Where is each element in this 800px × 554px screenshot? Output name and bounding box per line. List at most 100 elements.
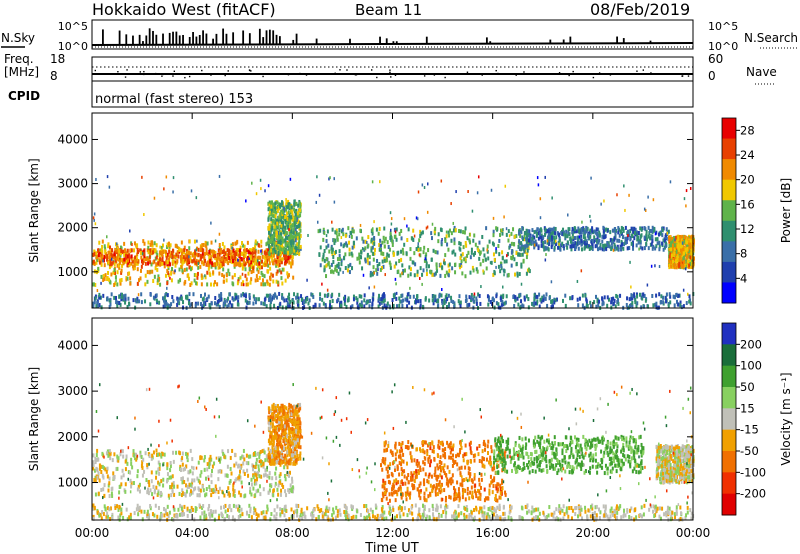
echo-cell	[293, 222, 296, 227]
echo-cell	[279, 301, 282, 306]
echo-cell	[213, 263, 216, 268]
echo-cell	[651, 293, 654, 298]
echo-cell	[213, 301, 216, 306]
echo-cell	[580, 242, 583, 247]
echo-cell	[256, 278, 259, 283]
echo-cell	[682, 264, 685, 269]
echo-cell	[124, 467, 127, 472]
echo-cell	[136, 487, 139, 492]
echo-cell	[588, 246, 591, 251]
echo-cell	[201, 243, 204, 248]
echo-cell	[610, 241, 613, 246]
echo-cell	[353, 244, 356, 249]
echo-cell	[240, 282, 243, 287]
echo-cell	[641, 246, 644, 251]
echo-cell	[109, 300, 112, 305]
echo-cell	[205, 487, 208, 492]
echo-cell	[231, 281, 234, 286]
echo-cell	[106, 474, 109, 479]
echo-cell	[389, 265, 392, 270]
echo-cell	[613, 246, 616, 251]
echo-cell	[147, 250, 150, 255]
echo-cell	[137, 484, 140, 489]
echo-cell	[122, 473, 125, 478]
echo-cell	[479, 262, 482, 267]
echo-cell	[594, 238, 597, 243]
echo-cell	[92, 282, 95, 287]
echo-cell	[445, 234, 448, 239]
echo-cell	[690, 251, 693, 256]
echo-cell	[123, 257, 126, 262]
echo-cell	[568, 232, 571, 237]
echo-cell	[281, 305, 284, 310]
echo-cell	[415, 298, 418, 303]
echo-cell	[274, 226, 277, 231]
echo-cell	[626, 246, 629, 251]
echo-cell	[611, 238, 614, 243]
echo-cell	[325, 263, 328, 268]
echo-cell	[544, 232, 547, 237]
echo-cell	[371, 231, 374, 236]
noise-panel-frame	[91, 19, 694, 50]
echo-cell	[227, 268, 230, 273]
echo-cell	[271, 226, 274, 231]
echo-cell	[193, 258, 196, 263]
echo-cell	[129, 478, 132, 483]
echo-cell	[278, 268, 281, 273]
echo-cell	[525, 232, 528, 237]
echo-cell	[477, 292, 480, 297]
echo-cell	[264, 259, 267, 264]
echo-cell	[520, 299, 523, 304]
echo-cell	[103, 276, 106, 281]
sparse-echo	[248, 257, 251, 261]
echo-cell	[104, 249, 107, 254]
echo-cell	[510, 241, 513, 246]
echo-cell	[169, 485, 172, 490]
echo-cell	[548, 296, 551, 301]
echo-cell	[266, 457, 269, 462]
echo-cell	[286, 236, 289, 241]
echo-cell	[401, 293, 404, 298]
echo-cell	[153, 241, 156, 246]
echo-cell	[643, 235, 646, 240]
sparse-echo	[689, 186, 692, 190]
echo-cell	[239, 493, 242, 498]
echo-cell	[682, 255, 685, 260]
echo-cell	[270, 204, 273, 209]
echo-cell	[108, 476, 111, 481]
echo-cell	[279, 240, 282, 245]
echo-cell	[204, 493, 207, 498]
echo-cell	[499, 228, 502, 233]
echo-cell	[606, 295, 609, 300]
echo-cell	[123, 248, 126, 253]
sparse-echo	[106, 175, 109, 179]
echo-cell	[284, 258, 287, 263]
echo-cell	[158, 471, 161, 476]
echo-cell	[400, 249, 403, 254]
echo-cell	[560, 243, 563, 248]
echo-cell	[571, 232, 574, 237]
echo-cell	[547, 241, 550, 246]
noise-bar	[118, 30, 121, 44]
echo-cell	[554, 231, 557, 236]
echo-cell	[117, 263, 120, 268]
echo-cell	[144, 273, 147, 278]
noise-bar	[225, 33, 228, 44]
echo-cell	[633, 295, 636, 300]
echo-cell	[101, 451, 104, 456]
echo-cell	[684, 264, 687, 269]
echo-cell	[571, 295, 574, 300]
echo-cell	[612, 296, 615, 301]
echo-cell	[285, 422, 288, 427]
echo-cell	[563, 246, 566, 251]
echo-cell	[430, 236, 433, 241]
echo-cell	[124, 482, 127, 487]
echo-cell	[248, 295, 251, 300]
sparse-echo	[307, 233, 309, 237]
echo-cell	[454, 252, 457, 257]
echo-cell	[294, 245, 297, 250]
echo-cell	[366, 252, 369, 257]
echo-cell	[194, 254, 197, 259]
echo-cell	[294, 251, 297, 256]
echo-cell	[217, 302, 220, 307]
